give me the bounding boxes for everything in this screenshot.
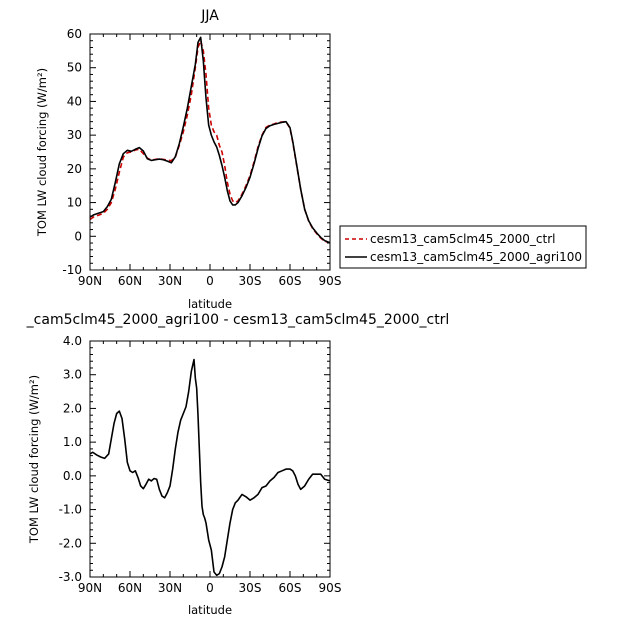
top-x-tick-label: 60N	[118, 274, 142, 288]
bottom-x-axis-label: latitude	[188, 603, 232, 617]
bottom-y-axis: -3.0 -2.0 -1.0 0.0 1.0 2.0 3.0 4.0	[59, 334, 330, 584]
bottom-x-tick-label: 60S	[279, 581, 302, 595]
bottom-plot-frame	[89, 340, 331, 578]
bottom-y-axis-label: TOM LW cloud forcing (W/m²)	[27, 375, 41, 544]
bottom-y-tick-label: 0.0	[63, 469, 82, 483]
bottom-x-axis: 90N 60N 30N 0 30S 60S 90S	[78, 341, 342, 595]
top-plot-area	[89, 36, 331, 244]
legend: cesm13_cam5clm45_2000_ctrl cesm13_cam5cl…	[339, 225, 587, 269]
bottom-y-tick-label: 2.0	[63, 401, 82, 415]
top-x-axis: 90N 60N 30N 0 30S 60S 90S	[78, 34, 342, 288]
top-y-axis-label: TOM LW cloud forcing (W/m²)	[35, 68, 49, 237]
top-x-tick-label: 90N	[78, 274, 102, 288]
top-y-tick-label: 20	[67, 162, 82, 176]
top-panel: JJA 90N 60N 30N 0 30S 60S 90S -10 0 10 20 30 40 50 60…	[35, 8, 587, 311]
bottom-plot-area	[89, 358, 331, 577]
top-y-axis: -10 0 10 20 30 40 50 60	[62, 27, 330, 277]
legend-label-agri100: cesm13_cam5clm45_2000_agri100	[370, 250, 582, 264]
bottom-x-tick-label: 0	[206, 581, 214, 595]
bottom-series-line-0	[89, 358, 331, 577]
bottom-x-tick-label: 30S	[239, 581, 262, 595]
top-x-tick-label: 30S	[239, 274, 262, 288]
top-series-line-1	[89, 36, 331, 244]
bottom-panel: _cam5clm45_2000_agri100 - cesm13_cam5clm…	[26, 312, 450, 617]
top-x-tick-label: 60S	[279, 274, 302, 288]
top-x-tick-label: 90S	[319, 274, 342, 288]
bottom-x-tick-label: 30N	[158, 581, 182, 595]
top-y-tick-label: 10	[67, 196, 82, 210]
top-x-axis-label: latitude	[188, 297, 232, 311]
bottom-y-tick-label: -2.0	[59, 536, 82, 550]
top-y-tick-label: -10	[62, 263, 82, 277]
bottom-x-tick-label: 90S	[319, 581, 342, 595]
bottom-chart-title: _cam5clm45_2000_agri100 - cesm13_cam5clm…	[26, 312, 450, 328]
top-y-tick-label: 30	[67, 128, 82, 142]
bottom-y-tick-label: -1.0	[59, 503, 82, 517]
top-y-tick-label: 0	[74, 229, 82, 243]
top-y-tick-label: 50	[67, 61, 82, 75]
legend-label-ctrl: cesm13_cam5clm45_2000_ctrl	[370, 232, 555, 246]
bottom-x-tick-label: 60N	[118, 581, 142, 595]
bottom-y-tick-label: 1.0	[63, 435, 82, 449]
bottom-x-tick-label: 90N	[78, 581, 102, 595]
bottom-y-tick-label: 4.0	[63, 334, 82, 348]
legend-box	[339, 225, 587, 269]
top-x-tick-label: 30N	[158, 274, 182, 288]
bottom-y-tick-label: -3.0	[59, 570, 82, 584]
top-chart-title: JJA	[200, 8, 219, 24]
top-series-line-0	[89, 39, 331, 244]
top-y-tick-label: 60	[67, 27, 82, 41]
bottom-y-tick-label: 3.0	[63, 368, 82, 382]
top-y-tick-label: 40	[67, 94, 82, 108]
top-x-tick-label: 0	[206, 274, 214, 288]
